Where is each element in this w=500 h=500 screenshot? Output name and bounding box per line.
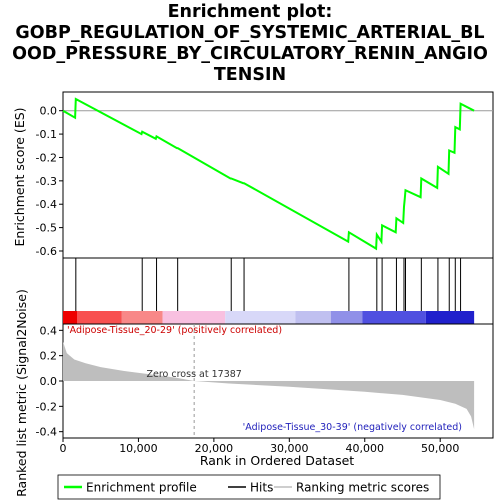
x-tick-label: 0 (60, 442, 67, 455)
x-tick-label: 20,000 (195, 442, 234, 455)
color-bar-segment (77, 311, 122, 324)
metric-y-tick-label: -0.4 (36, 426, 57, 439)
metric-axis-label: Ranked list metric (Signal2Noise) (14, 289, 29, 497)
legend-hits-label: Hits (250, 481, 273, 495)
title-line: TENSIN (213, 65, 287, 85)
title-line: OOD_PRESSURE_BY_CIRCULATORY_RENIN_ANGIO (12, 44, 488, 64)
x-tick-label: 50,000 (421, 442, 460, 455)
color-bar (63, 311, 475, 324)
zero-cross-label: Zero cross at 17387 (147, 369, 242, 380)
chart-title: Enrichment plot: GOBP_REGULATION_OF_SYST… (0, 2, 500, 86)
ranking-metric-area (63, 341, 475, 430)
x-tick-label: 30,000 (270, 442, 309, 455)
metric-y-tick-label: 0.2 (40, 350, 58, 363)
color-bar-segment (295, 311, 331, 324)
color-bar-segment (425, 311, 475, 324)
x-tick-label: 40,000 (346, 442, 385, 455)
positive-correlation-label: 'Adipose-Tissue_20-29' (positively corre… (67, 325, 282, 336)
color-bar-segment (225, 311, 296, 324)
title-line: GOBP_REGULATION_OF_SYSTEMIC_ARTERIAL_BL (15, 23, 485, 43)
es-panel (62, 91, 494, 259)
legend-enrichment-label: Enrichment profile (86, 481, 197, 495)
es-y-tick-label: -0.3 (36, 175, 57, 188)
es-y-tick-label: -0.4 (36, 198, 57, 211)
color-bar-segment (121, 311, 163, 324)
x-axis-label: Rank in Ordered Dataset (200, 453, 354, 468)
x-tick-label: 10,000 (119, 442, 158, 455)
enrichment-profile-line (62, 97, 475, 251)
es-y-tick-label: -0.5 (36, 222, 57, 235)
legend-box (57, 474, 441, 500)
color-bar-segment (362, 311, 426, 324)
legend-metric-label: Ranking metric scores (296, 481, 429, 495)
negative-correlation-label: 'Adipose-Tissue_30-39' (negatively corre… (243, 422, 462, 433)
color-bar-segment (162, 311, 226, 324)
metric-y-tick-label: 0.4 (40, 324, 58, 337)
es-axis-label: Enrichment score (ES) (12, 107, 27, 246)
es-y-tick-label: -0.6 (36, 245, 57, 258)
metric-y-tick-label: -0.2 (36, 400, 57, 413)
es-y-tick-label: 0.0 (40, 105, 58, 118)
metric-y-tick-label: 0.0 (40, 375, 58, 388)
es-y-tick-label: -0.1 (36, 128, 57, 141)
es-y-tick-label: -0.2 (36, 151, 57, 164)
title-line: Enrichment plot: (167, 2, 333, 22)
color-bar-segment (63, 311, 78, 324)
color-bar-segment (330, 311, 363, 324)
